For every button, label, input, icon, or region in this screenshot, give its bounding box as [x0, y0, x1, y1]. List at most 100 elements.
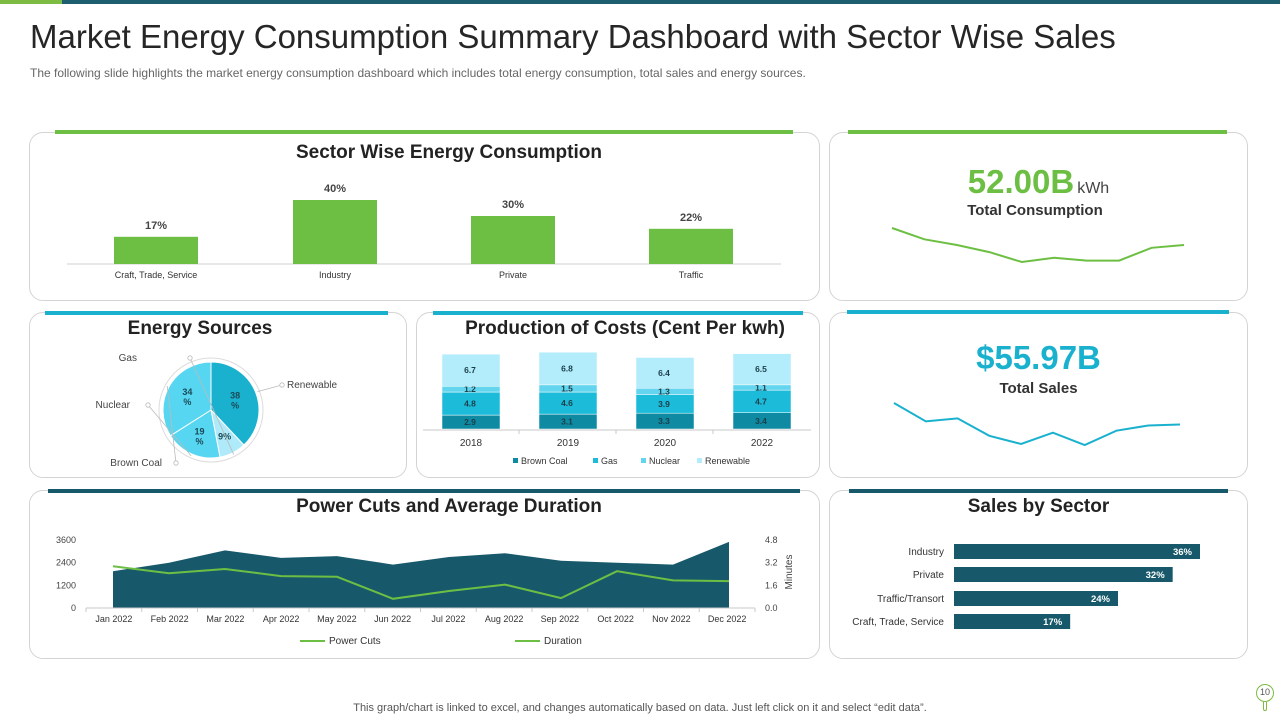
y-right-tick-label: 4.8 — [765, 535, 778, 545]
segment-value-label: 2.9 — [464, 417, 476, 427]
power-cuts-title: Power Cuts and Average Duration — [296, 496, 602, 517]
category-label: 2018 — [460, 438, 483, 449]
sales-kpi-card[interactable] — [829, 312, 1248, 478]
y-left-tick-label: 1200 — [56, 580, 76, 590]
x-tick-label: Oct 2022 — [597, 614, 634, 624]
segment-value-label: 4.8 — [464, 399, 476, 409]
sales-sector-title: Sales by Sector — [967, 496, 1110, 517]
sales-trend-line — [893, 402, 1181, 447]
segment-value-label: 6.4 — [658, 368, 670, 378]
category-label: 2022 — [751, 438, 774, 449]
y-left-tick-label: 2400 — [56, 558, 76, 568]
footer-note: This graph/chart is linked to excel, and… — [353, 702, 927, 714]
bar — [293, 200, 377, 264]
y-left-tick-label: 3600 — [56, 535, 76, 545]
leader-dot — [173, 460, 179, 466]
category-label: Private — [499, 270, 527, 280]
legend-swatch — [697, 458, 702, 463]
sector-energy-chart[interactable]: 17% Craft, Trade, Service 40% Industry 30% Pr… — [30, 168, 818, 288]
legend-label: Duration — [544, 636, 582, 647]
leader-dot — [279, 382, 285, 388]
segment-value-label: 6.7 — [464, 365, 476, 375]
leader-line — [166, 385, 177, 464]
duration-line — [112, 565, 730, 600]
data-label: 17% — [145, 220, 167, 232]
segment-value-label: 1.3 — [658, 386, 670, 396]
category-label: Craft, Trade, Service — [115, 270, 198, 280]
x-tick-label: Mar 2022 — [206, 614, 244, 624]
category-label: Craft, Trade, Service — [852, 617, 944, 628]
sector-energy-card[interactable] — [29, 132, 820, 301]
x-tick-label: Sep 2022 — [541, 614, 580, 624]
pie-slice — [162, 361, 212, 437]
legend-label: Gas — [601, 456, 618, 466]
legend-swatch — [641, 458, 646, 463]
x-tick-label: Aug 2022 — [485, 614, 524, 624]
y-right-tick-label: 0.0 — [765, 603, 778, 613]
category-label: Private — [913, 570, 945, 581]
segment-value-label: 3.1 — [561, 417, 573, 427]
category-label: 2019 — [557, 438, 580, 449]
production-costs-chart[interactable]: 2.9 4.8 1.2 6.7 2018 3.1 4.6 1.5 6.8 2019 3.3 3.9 1.… — [417, 345, 819, 475]
legend-label: Brown Coal — [521, 456, 568, 466]
card-accent-bar — [45, 311, 388, 315]
energy-sources-chart[interactable]: 38 % 9% 19 % 34 % Renewable Gas Nuclear Brown Coal — [30, 340, 406, 475]
y-left-tick-label: 0 — [71, 603, 76, 613]
y-right-tick-label: 1.6 — [765, 580, 778, 590]
x-tick-label: Feb 2022 — [151, 614, 189, 624]
data-label: 36% — [1173, 547, 1193, 558]
sector-energy-title: Sector Wise Energy Consumption — [296, 142, 602, 163]
x-tick-label: May 2022 — [317, 614, 357, 624]
x-tick-label: Dec 2022 — [708, 614, 747, 624]
slice-category-label: Gas — [119, 353, 137, 364]
data-label: 17% — [1043, 617, 1063, 628]
legend-label: Nuclear — [649, 456, 680, 466]
x-tick-label: Jul 2022 — [431, 614, 465, 624]
sales-label: Total Sales — [999, 380, 1078, 397]
x-tick-label: Apr 2022 — [263, 614, 300, 624]
bar — [649, 228, 733, 264]
consumption-number: 52.00B — [967, 163, 1075, 200]
consumption-kpi-card[interactable] — [829, 132, 1248, 301]
segment-value-label: 3.9 — [658, 399, 670, 409]
segment-value-label: 1.5 — [561, 383, 573, 393]
consumption-label: Total Consumption — [967, 202, 1103, 219]
pie-slice — [210, 361, 260, 446]
page-number-badge: 10 — [1256, 684, 1274, 702]
slice-value-label: 38% — [230, 390, 240, 410]
slice-category-label: Nuclear — [96, 400, 131, 411]
segment-value-label: 6.5 — [755, 364, 767, 374]
energy-sources-title: Energy Sources — [127, 318, 273, 339]
leader-line — [257, 384, 283, 392]
category-label: Industry — [319, 270, 352, 280]
y-right-tick-label: 3.2 — [765, 558, 778, 568]
stacked-segment — [635, 357, 695, 389]
data-label: 40% — [324, 183, 346, 195]
bar — [954, 591, 1118, 606]
data-label: 22% — [680, 212, 702, 224]
card-accent-bar — [848, 130, 1227, 134]
sales-sector-chart[interactable]: 36% Industry 32% Private 24% Traffic/Transort… — [830, 530, 1246, 640]
legend-swatch — [513, 458, 518, 463]
page-title: Market Energy Consumption Summary Dashbo… — [30, 18, 1116, 55]
stacked-segment — [732, 353, 792, 386]
bar — [954, 567, 1173, 582]
top-accent-green — [0, 0, 62, 4]
legend-label: Renewable — [705, 456, 750, 466]
stacked-segment — [441, 353, 501, 387]
stacked-segment — [538, 351, 598, 386]
category-label: Traffic/Transort — [877, 594, 944, 605]
card-accent-bar — [55, 130, 793, 134]
power-cuts-chart[interactable]: 0 1200 2400 3600 0.0 1.6 3.2 4.8 Minutes Jan 2022… — [30, 520, 818, 656]
slice-value-label: 9% — [218, 432, 231, 442]
card-accent-bar — [48, 489, 800, 493]
data-label: 32% — [1146, 570, 1166, 581]
x-tick-label: Nov 2022 — [652, 614, 691, 624]
legend-swatch — [593, 458, 598, 463]
segment-value-label: 4.6 — [561, 398, 573, 408]
slice-category-label: Renewable — [287, 380, 337, 391]
top-accent-teal — [62, 0, 1280, 4]
category-label: Industry — [908, 547, 944, 558]
x-tick-label: Jan 2022 — [95, 614, 132, 624]
segment-value-label: 4.7 — [755, 396, 767, 406]
